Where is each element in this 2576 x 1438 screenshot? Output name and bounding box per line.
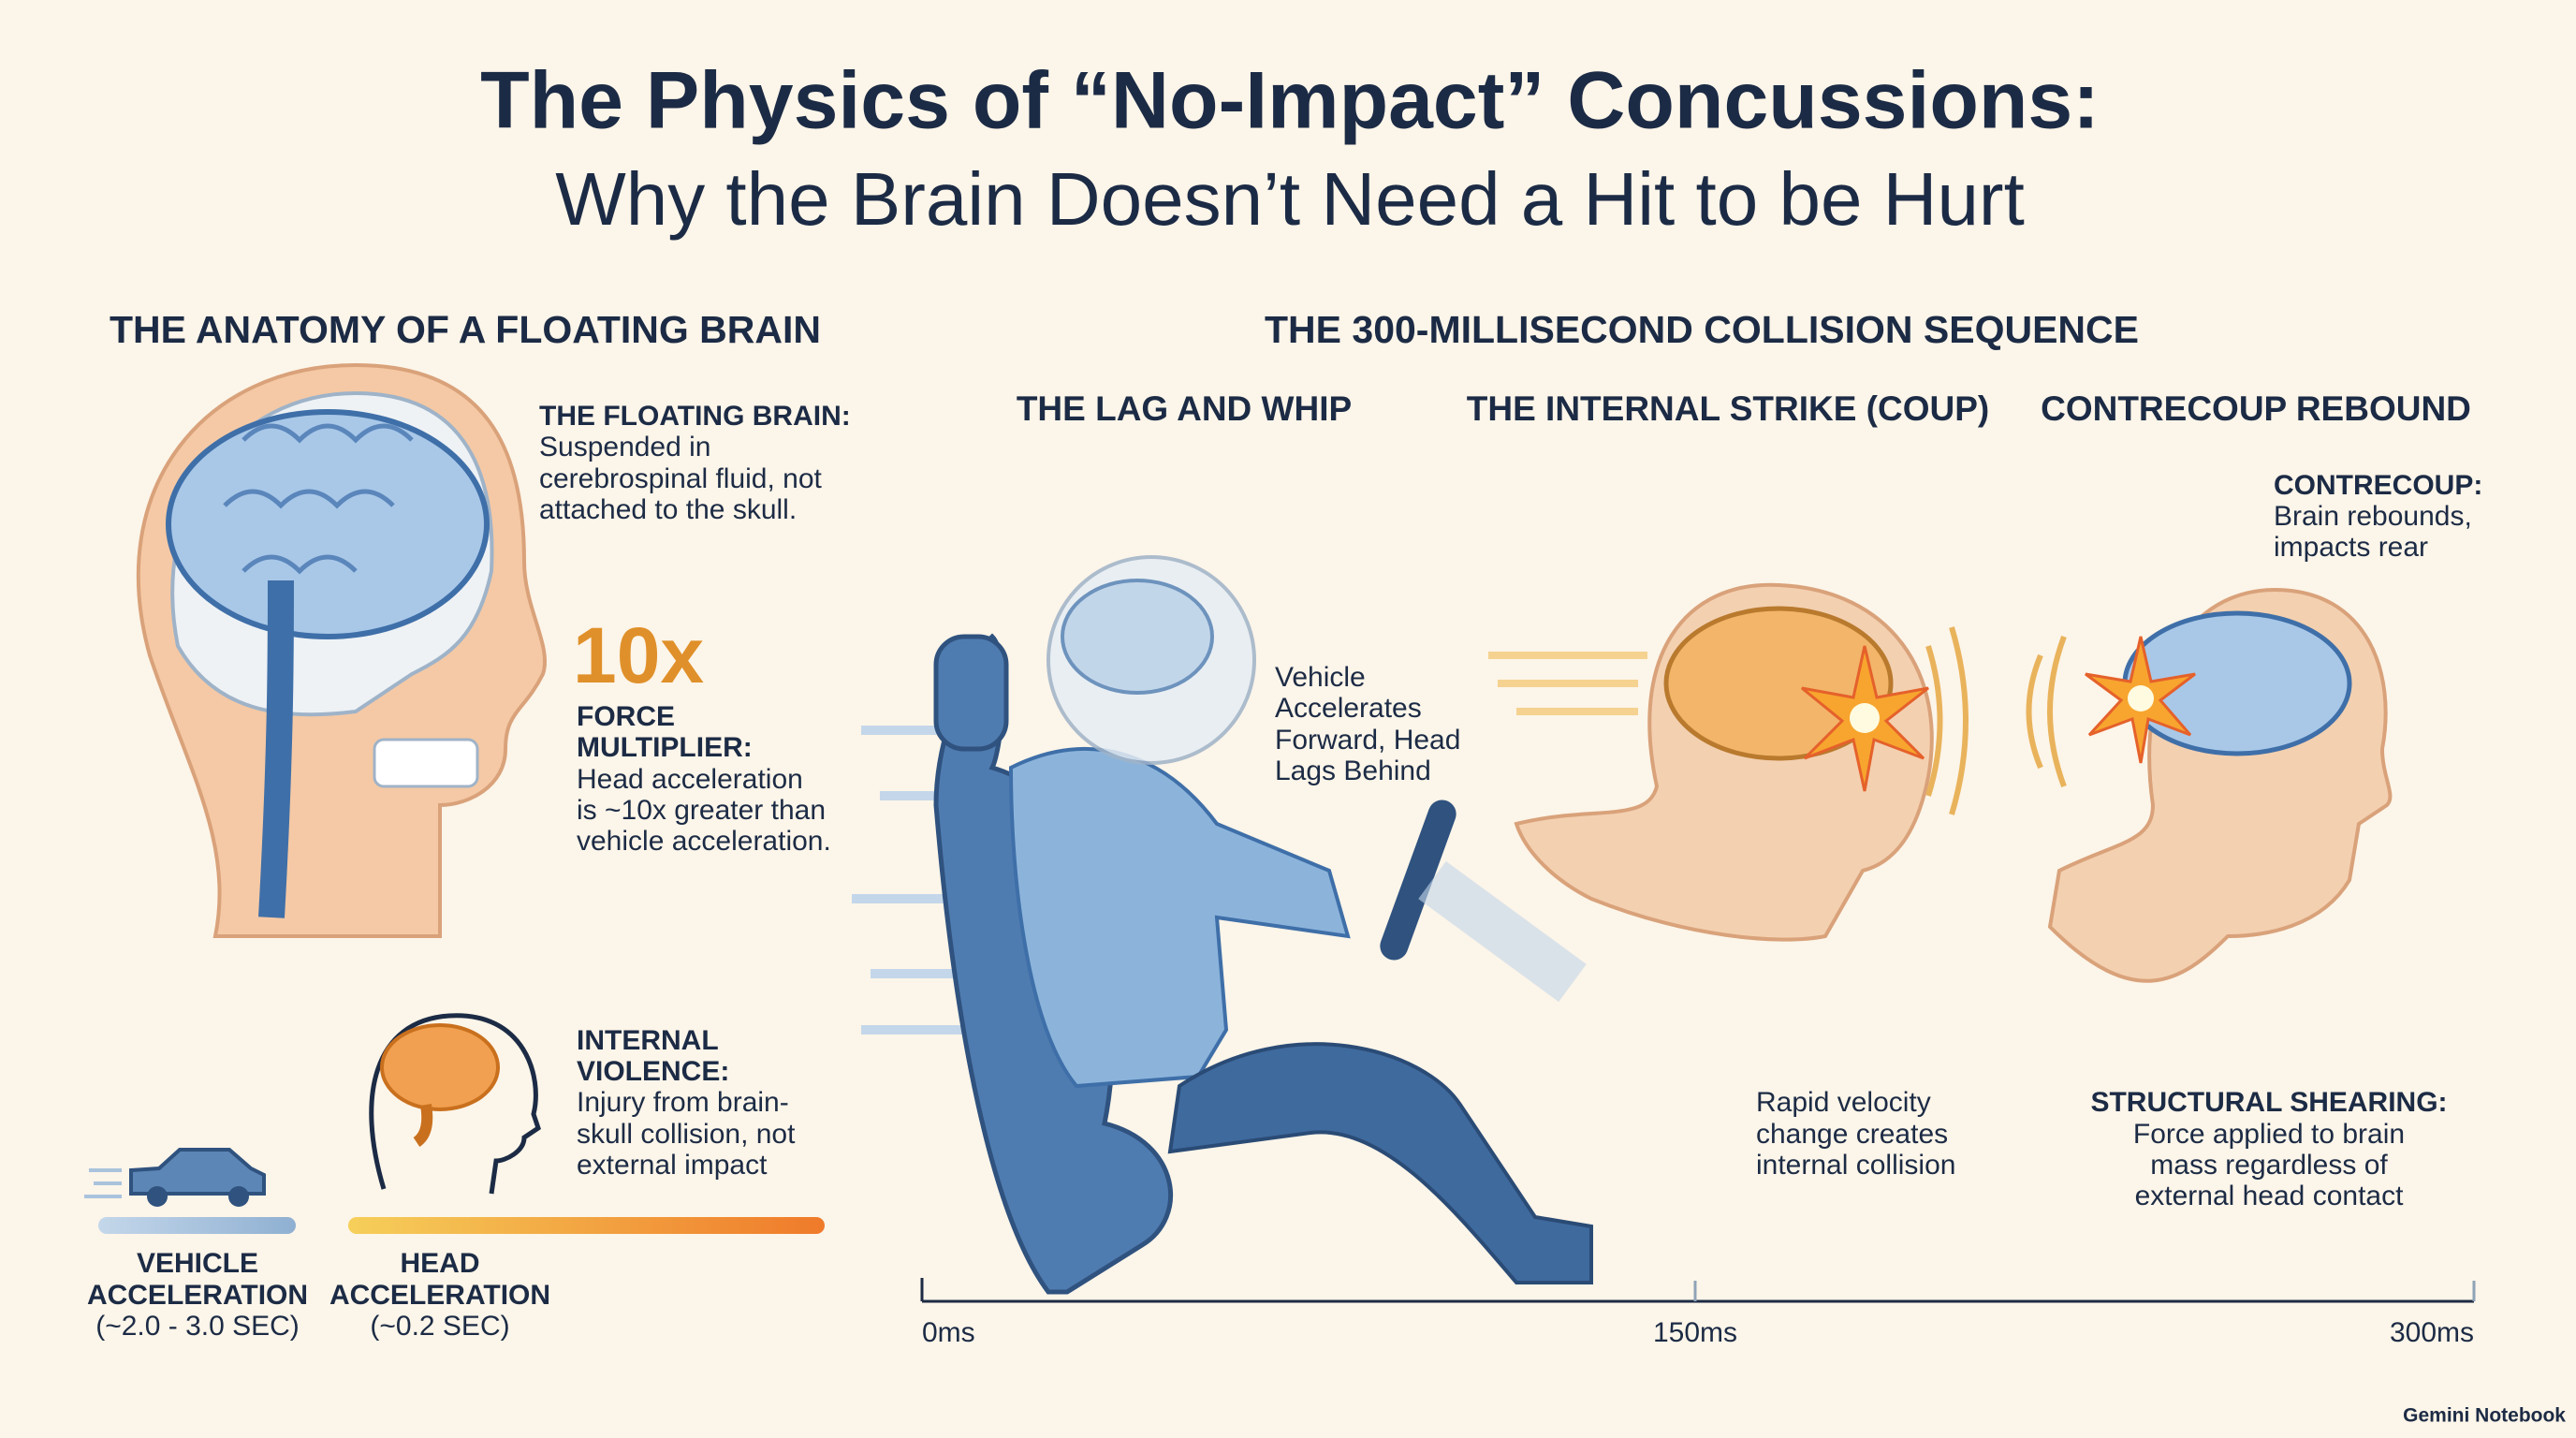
label: THE FLOATING BRAIN:	[539, 401, 851, 432]
body-line: Rapid velocity	[1756, 1087, 1931, 1118]
label: STRUCTURAL SHEARING:	[2090, 1087, 2447, 1118]
anatomy-head	[136, 362, 547, 938]
driver-part	[1061, 579, 1214, 695]
section-heading: THE 300-MILLISECOND COLLISION SEQUENCE	[1265, 308, 2139, 351]
anatomy-head-part	[373, 738, 479, 788]
bar-duration: (~2.0 - 3.0 SEC)	[95, 1311, 300, 1342]
label: CONTRECOUP:	[2274, 470, 2482, 501]
body-line: cerebrospinal fluid, not	[539, 463, 823, 494]
contrecoup-head-part	[2128, 685, 2154, 712]
body-line: Head acceleration	[577, 764, 803, 795]
stage-title: THE INTERNAL STRIKE (COUP)	[1467, 389, 1989, 428]
car-icon-part	[147, 1186, 168, 1207]
driver-part	[1167, 1042, 1593, 1284]
car-icon-part	[228, 1186, 249, 1207]
coup-head-part	[1925, 626, 1969, 815]
bar-label: ACCELERATION	[329, 1280, 550, 1311]
label: INTERNAL	[577, 1025, 719, 1056]
body-line: Brain rebounds,	[2274, 501, 2472, 532]
timeline-label: 0ms	[922, 1317, 975, 1348]
car-icon-part	[84, 1168, 122, 1198]
stage-title: THE LAG AND WHIP	[1017, 389, 1352, 428]
anatomy-head-part	[258, 580, 294, 918]
driver-part	[933, 634, 1009, 752]
body-line: Injury from brain-	[577, 1087, 789, 1118]
body-line: is ~10x greater than	[577, 795, 826, 826]
acceleration-bars-part	[98, 1217, 296, 1234]
coup-head-part	[1850, 703, 1880, 733]
multiplier-figure: 10x	[573, 611, 704, 699]
small-head-part	[369, 1013, 541, 1195]
title: The Physics of “No-Impact” Concussions:	[480, 56, 2100, 146]
anatomy-head-part	[166, 409, 490, 639]
body-line: impacts rear	[2274, 532, 2428, 563]
timeline-label: 300ms	[2390, 1317, 2474, 1348]
subtitle: Why the Brain Doesn’t Need a Hit to be H…	[555, 157, 2025, 241]
body-line: Suspended in	[539, 432, 711, 462]
body-line: change creates	[1756, 1119, 1948, 1150]
coup-head	[1488, 582, 1969, 942]
driver	[852, 555, 1593, 1295]
body-line: vehicle acceleration.	[577, 826, 831, 857]
body-line: Lags Behind	[1275, 756, 1431, 786]
brand: Gemini Notebook	[2403, 1405, 2566, 1427]
stage-title: CONTRECOUP REBOUND	[2041, 389, 2471, 428]
body-line: Force applied to brain	[2133, 1119, 2405, 1150]
contrecoup-head	[2026, 587, 2393, 983]
body-line: skull collision, not	[577, 1119, 796, 1150]
acceleration-bars-part	[348, 1217, 825, 1234]
timeline	[920, 1278, 2476, 1303]
body-line: Vehicle	[1275, 662, 1366, 693]
label: FORCE	[577, 701, 675, 732]
bar-duration: (~0.2 SEC)	[370, 1311, 509, 1342]
acceleration-bars	[98, 1217, 825, 1234]
label: MULTIPLIER:	[577, 732, 753, 763]
bar-label: HEAD	[400, 1248, 479, 1279]
label: VIOLENCE:	[577, 1056, 729, 1087]
bar-label: ACCELERATION	[87, 1280, 308, 1311]
driver-part	[1380, 800, 1456, 961]
body-line: mass regardless of	[2150, 1150, 2388, 1181]
body-line: Forward, Head	[1275, 725, 1460, 756]
driver-part	[1418, 860, 1587, 1003]
small-head-part	[413, 1104, 433, 1147]
timeline-label: 150ms	[1653, 1317, 1737, 1348]
body-line: internal collision	[1756, 1150, 1955, 1181]
small-head	[369, 1013, 541, 1195]
small-head-part	[380, 1023, 500, 1111]
coup-head-part	[1663, 606, 1894, 761]
contrecoup-head-part	[2026, 635, 2067, 788]
body-line: Accelerates	[1275, 693, 1422, 724]
anatomy-head-part	[223, 423, 414, 575]
section-heading: THE ANATOMY OF A FLOATING BRAIN	[110, 308, 821, 351]
body-line: external head contact	[2135, 1181, 2405, 1211]
body-line: attached to the skull.	[539, 494, 797, 525]
car-icon-part	[129, 1148, 266, 1196]
coup-head-part	[1488, 652, 1647, 715]
bar-label: VEHICLE	[137, 1248, 258, 1279]
body-line: external impact	[577, 1150, 768, 1181]
car-icon	[84, 1148, 266, 1207]
